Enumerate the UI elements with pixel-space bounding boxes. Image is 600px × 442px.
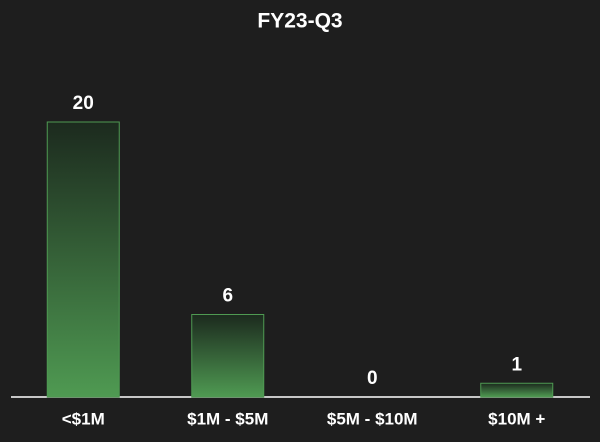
bar <box>46 121 120 398</box>
data-label: 0 <box>367 368 378 389</box>
x-tick-label: $1M - $5M <box>187 409 268 428</box>
bar <box>480 382 554 398</box>
data-label: 6 <box>222 286 233 307</box>
x-tick-label: <$1M <box>62 409 105 428</box>
bar <box>191 314 265 398</box>
x-tick-label: $10M + <box>488 409 545 428</box>
chart-title: FY23-Q3 <box>257 10 342 33</box>
data-label: 20 <box>73 93 94 114</box>
x-tick-label: $5M - $10M <box>327 409 418 428</box>
data-label: 1 <box>511 354 522 375</box>
